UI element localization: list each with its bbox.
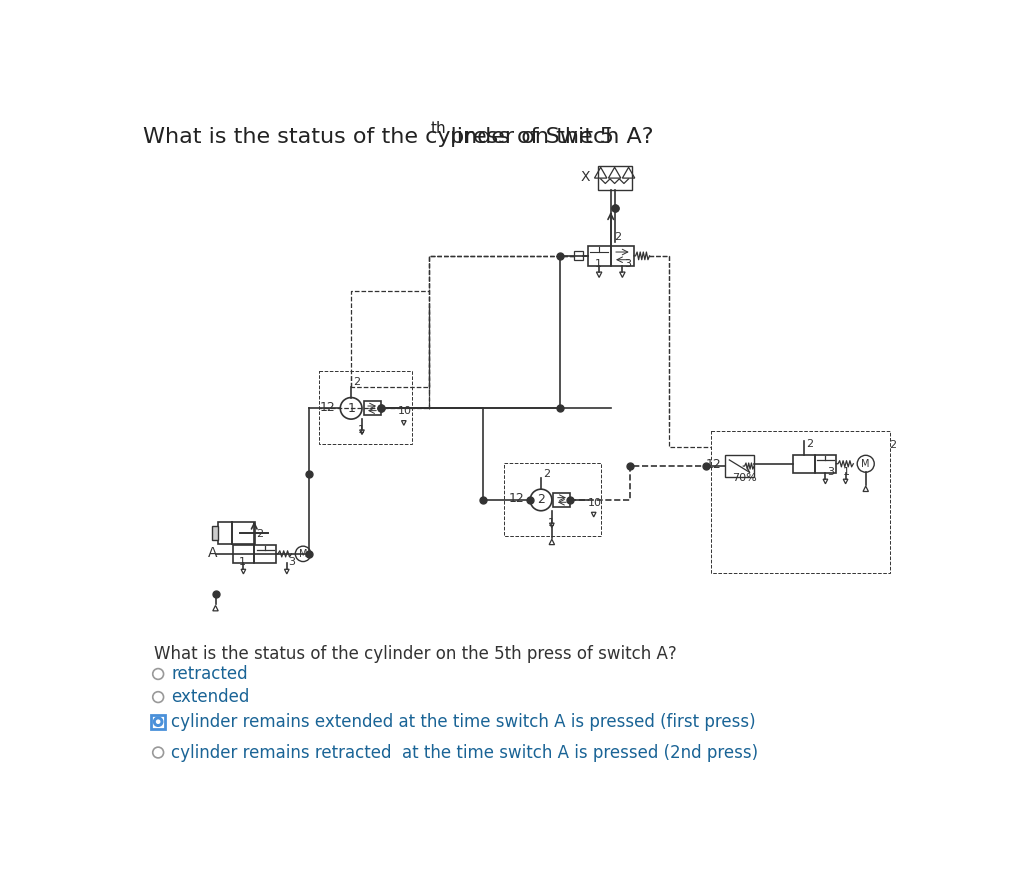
- Text: 1: 1: [595, 259, 603, 270]
- Bar: [611, 246, 634, 266]
- Text: What is the status of the cylinder on the 5: What is the status of the cylinder on th…: [144, 127, 615, 147]
- Text: 10: 10: [397, 406, 411, 417]
- Bar: [587, 246, 611, 266]
- Text: M: M: [861, 459, 870, 469]
- Text: M: M: [299, 549, 307, 559]
- Text: 2: 2: [537, 493, 545, 507]
- Text: 3: 3: [624, 259, 631, 270]
- Text: 2: 2: [354, 377, 361, 388]
- Text: What is the status of the cylinder on the 5th press of switch A?: What is the status of the cylinder on th…: [154, 645, 676, 663]
- Bar: [503, 463, 601, 537]
- Bar: [573, 251, 583, 261]
- Text: 3: 3: [827, 467, 834, 477]
- Text: 1: 1: [239, 557, 246, 566]
- Text: 12: 12: [706, 458, 722, 471]
- Text: cylinder remains retracted  at the time switch A is pressed (2nd press): cylinder remains retracted at the time s…: [171, 744, 758, 761]
- Text: 2: 2: [257, 529, 264, 539]
- Bar: [211, 526, 217, 540]
- Bar: [364, 402, 380, 415]
- Text: cylinder remains extended at the time switch A is pressed (first press): cylinder remains extended at the time sw…: [171, 713, 756, 730]
- Bar: [233, 544, 254, 563]
- Text: 2: 2: [543, 469, 550, 479]
- Circle shape: [156, 720, 161, 724]
- Text: A: A: [207, 546, 217, 560]
- Text: 1: 1: [347, 402, 355, 415]
- Bar: [217, 522, 255, 544]
- Text: 2: 2: [614, 232, 621, 241]
- Bar: [712, 431, 890, 574]
- Bar: [598, 166, 632, 190]
- Text: 12: 12: [509, 492, 524, 506]
- Text: 10: 10: [588, 498, 603, 508]
- Bar: [152, 714, 165, 729]
- Bar: [254, 544, 276, 563]
- Text: 2: 2: [889, 440, 896, 450]
- Text: press of Switch A?: press of Switch A?: [443, 127, 653, 147]
- Bar: [318, 372, 411, 444]
- Text: th: th: [431, 121, 447, 137]
- Text: 12: 12: [320, 401, 336, 414]
- Bar: [725, 455, 754, 477]
- Text: extended: extended: [171, 688, 250, 706]
- Text: X: X: [580, 169, 590, 183]
- Text: 1: 1: [842, 467, 849, 477]
- Text: 1: 1: [548, 518, 555, 528]
- Text: 2: 2: [806, 439, 813, 448]
- Bar: [793, 455, 815, 473]
- Text: retracted: retracted: [171, 665, 248, 683]
- Text: 3: 3: [288, 557, 295, 566]
- Text: 1: 1: [358, 425, 365, 435]
- Text: 70%: 70%: [732, 473, 757, 484]
- Bar: [553, 493, 570, 507]
- Bar: [815, 455, 836, 473]
- Circle shape: [154, 717, 163, 726]
